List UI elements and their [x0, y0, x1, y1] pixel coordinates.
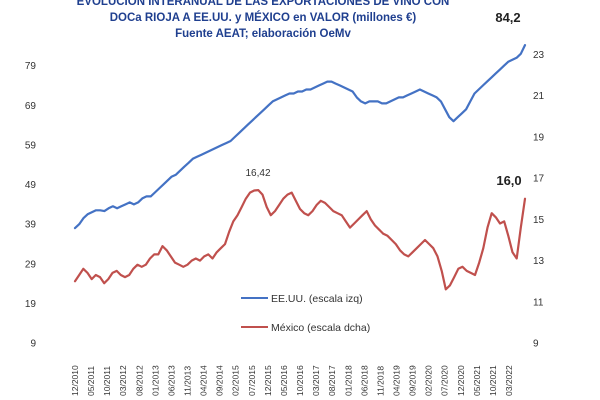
- x-tick-24: 12/2020: [456, 365, 466, 396]
- legend-label-mexico: México (escala dcha): [271, 322, 370, 334]
- x-tick-11: 07/2015: [247, 365, 257, 396]
- x-tick-21: 09/2019: [408, 365, 418, 396]
- series-mexico: [73, 189, 527, 291]
- series-ee-uu: [73, 43, 527, 230]
- x-tick-3: 03/2012: [118, 365, 128, 396]
- x-tick-20: 04/2019: [391, 365, 401, 396]
- callout-mexico: 16,0: [496, 173, 521, 188]
- peak-label-mexico: 16,42: [245, 168, 270, 179]
- y-right-tick-3: 15: [533, 215, 545, 226]
- chart-title: EVOLUCION INTERANUAL DE LAS EXPORTACIONE…: [77, 0, 450, 40]
- x-tick-0: 12/2010: [70, 365, 80, 396]
- y-left-tick-6: 69: [25, 101, 37, 112]
- y-axis-left: 9 19 29 39 49 59 69 79: [25, 61, 37, 349]
- x-tick-5: 01/2013: [150, 365, 160, 396]
- x-tick-16: 08/2017: [327, 365, 337, 396]
- y-left-tick-0: 9: [30, 339, 36, 350]
- callouts: 84,2 16,0 16,42: [245, 10, 521, 188]
- x-axis: 12/2010 05/2011 10/2011 03/2012 08/2012 01/20…: [70, 365, 514, 396]
- series-us-line: [73, 43, 527, 230]
- x-tick-8: 04/2014: [199, 365, 209, 396]
- x-tick-13: 05/2016: [279, 365, 289, 396]
- y-right-tick-0: 9: [533, 339, 539, 350]
- legend: EE.UU. (escala izq) México (escala dcha): [241, 293, 370, 334]
- x-tick-18: 06/2018: [359, 365, 369, 396]
- series-mx-line: [73, 189, 527, 291]
- x-tick-27: 03/2022: [504, 365, 514, 396]
- x-tick-22: 02/2020: [424, 365, 434, 396]
- x-tick-9: 09/2014: [215, 365, 225, 396]
- y-left-tick-4: 49: [25, 180, 37, 191]
- x-tick-6: 06/2013: [166, 365, 176, 396]
- x-tick-26: 10/2021: [488, 365, 498, 396]
- y-right-tick-6: 21: [533, 91, 545, 102]
- y-left-tick-3: 39: [25, 220, 37, 231]
- x-tick-17: 01/2018: [343, 365, 353, 396]
- y-right-tick-1: 11: [533, 297, 544, 308]
- y-right-tick-2: 13: [533, 256, 545, 267]
- y-left-tick-5: 59: [25, 140, 37, 151]
- y-axis-right: 9 11 13 15 17 19 21 23: [533, 50, 545, 350]
- x-tick-7: 11/2013: [183, 366, 193, 396]
- x-tick-2: 10/2011: [102, 366, 112, 396]
- x-tick-1: 05/2011: [86, 366, 96, 396]
- x-tick-19: 11/2018: [375, 366, 385, 396]
- x-tick-25: 05/2021: [472, 365, 482, 396]
- x-tick-10: 02/2015: [231, 365, 241, 396]
- x-tick-12: 12/2015: [263, 365, 273, 396]
- y-left-tick-7: 79: [25, 61, 37, 72]
- callout-ee-uu: 84,2: [495, 10, 520, 25]
- title-line-2: DOCa RIOJA A EE.UU. y MÉXICO en VALOR (m…: [110, 11, 417, 24]
- legend-label-ee-uu: EE.UU. (escala izq): [271, 293, 363, 305]
- y-right-tick-5: 19: [533, 132, 545, 143]
- y-left-tick-1: 19: [25, 299, 37, 310]
- y-left-tick-2: 29: [25, 259, 37, 270]
- x-tick-23: 07/2020: [440, 365, 450, 396]
- y-right-tick-4: 17: [533, 174, 545, 185]
- title-line-1: EVOLUCION INTERANUAL DE LAS EXPORTACIONE…: [77, 0, 450, 8]
- x-tick-4: 08/2012: [134, 365, 144, 396]
- x-tick-15: 03/2017: [311, 365, 321, 396]
- title-line-3: Fuente AEAT; elaboración OeMv: [175, 28, 351, 40]
- x-tick-14: 10/2016: [295, 365, 305, 396]
- y-right-tick-7: 23: [533, 50, 545, 61]
